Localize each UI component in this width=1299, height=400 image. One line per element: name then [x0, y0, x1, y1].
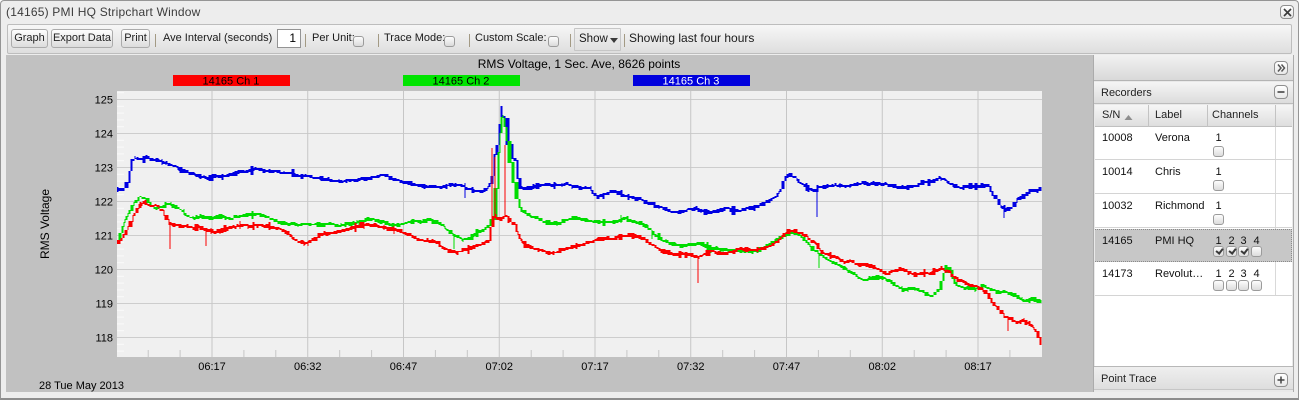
- svg-text:07:02: 07:02: [485, 361, 513, 373]
- svg-text:122: 122: [95, 197, 113, 209]
- svg-text:07:17: 07:17: [581, 361, 609, 373]
- svg-text:08:17: 08:17: [964, 361, 992, 373]
- svg-text:RMS Voltage, 1 Sec. Ave, 8626: RMS Voltage, 1 Sec. Ave, 8626 points: [478, 57, 681, 71]
- svg-text:124: 124: [95, 129, 113, 141]
- svg-text:123: 123: [95, 163, 113, 175]
- svg-text:118: 118: [95, 333, 113, 345]
- svg-text:14165 Ch 3: 14165 Ch 3: [663, 76, 720, 88]
- svg-text:07:47: 07:47: [773, 361, 801, 373]
- svg-text:119: 119: [95, 299, 113, 311]
- svg-text:120: 120: [95, 265, 113, 277]
- svg-text:07:32: 07:32: [677, 361, 705, 373]
- svg-text:06:17: 06:17: [198, 361, 226, 373]
- svg-text:14165 Ch 2: 14165 Ch 2: [433, 76, 490, 88]
- svg-text:28 Tue May 2013: 28 Tue May 2013: [39, 380, 124, 392]
- svg-text:06:47: 06:47: [390, 361, 418, 373]
- svg-text:06:32: 06:32: [294, 361, 322, 373]
- svg-text:08:02: 08:02: [868, 361, 896, 373]
- svg-text:RMS Voltage: RMS Voltage: [38, 189, 52, 259]
- svg-text:121: 121: [95, 231, 113, 243]
- svg-text:14165 Ch 1: 14165 Ch 1: [203, 76, 260, 88]
- svg-text:125: 125: [95, 95, 113, 107]
